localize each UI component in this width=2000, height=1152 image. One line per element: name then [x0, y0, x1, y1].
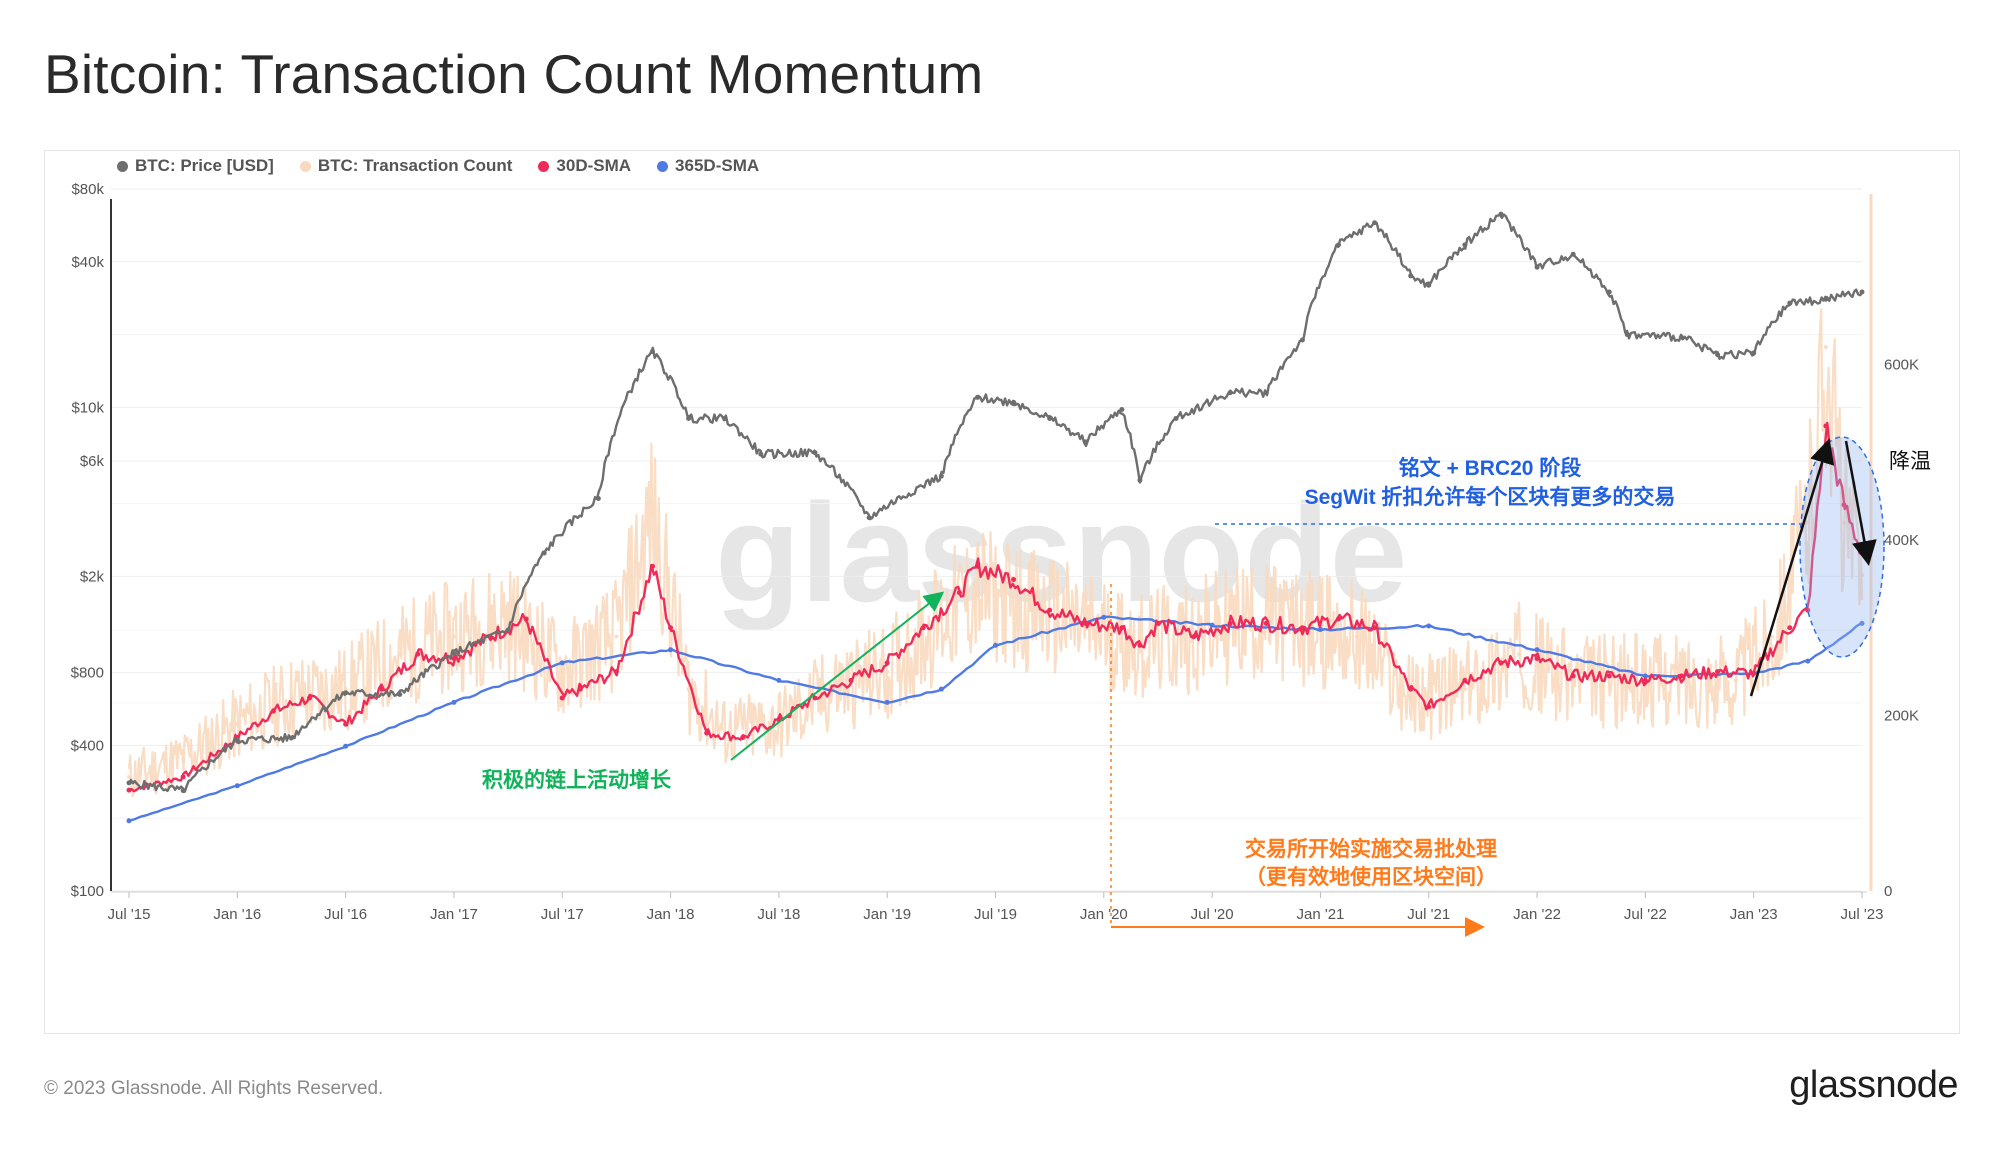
- legend-label-365d-sma: 365D-SMA: [675, 156, 760, 175]
- series-30d-sma-point: [1606, 673, 1612, 679]
- x-tick-label: Jan '18: [647, 906, 695, 923]
- legend-label-30d-sma: 30D-SMA: [556, 156, 632, 175]
- series-price-line: [127, 213, 1863, 793]
- x-tick-label: Jan '20: [1080, 906, 1128, 923]
- x-tick-label: Jul '15: [108, 906, 151, 923]
- batching-label-2: （更有效地使用区块空间）: [1245, 865, 1497, 889]
- x-tick-label: Jul '20: [1191, 906, 1234, 923]
- series-transaction-count: [127, 308, 1864, 798]
- legend-item-365d-sma[interactable]: 365D-SMA: [657, 156, 759, 176]
- chart-plot: glassnode $100 $400 $800 $2k $6k $10k $40k $80k…: [71, 181, 1931, 937]
- legend-item-30d-sma[interactable]: 30D-SMA: [538, 156, 631, 176]
- inscriptions-label-1: 铭文 + BRC20 阶段: [1399, 456, 1582, 480]
- legend-label-price: BTC: Price [USD]: [135, 156, 274, 175]
- y-tick-left: $800: [71, 665, 104, 682]
- batching-label-1: 交易所开始实施交易批处理: [1245, 837, 1497, 861]
- x-tick-label: Jan '16: [213, 906, 261, 923]
- series-30d-sma-line: [128, 421, 1863, 793]
- y-tick-right: 600K: [1884, 357, 1919, 374]
- series-30d-sma-point: [559, 695, 565, 701]
- legend-dot-365d-sma: [657, 160, 669, 172]
- x-tick-label: Jul '18: [757, 906, 800, 923]
- y-tick-right: 0: [1884, 883, 1892, 900]
- x-tick-label: Jul '16: [324, 906, 367, 923]
- series-tx-count-point: [1823, 344, 1828, 349]
- growth-arrow: [730, 591, 945, 761]
- rise-arrow: [1749, 438, 1835, 697]
- series-price: [126, 211, 1865, 794]
- legend-dot-30d-sma: [538, 160, 550, 172]
- series-30d-sma-point: [1787, 625, 1793, 631]
- cooling-label: 降温: [1889, 450, 1931, 473]
- series-30d-sma-point: [1011, 576, 1017, 582]
- series-365d-sma-line: [128, 615, 1863, 823]
- x-tick-label: Jan '19: [863, 906, 911, 923]
- y-tick-left: $400: [71, 737, 104, 754]
- y-tick-right: 400K: [1884, 532, 1919, 549]
- y-tick-left: $2k: [80, 568, 105, 585]
- y-tick-left: $6k: [80, 453, 105, 470]
- watermark: glassnode: [715, 474, 1407, 631]
- x-tick-label: Jul '17: [541, 906, 584, 923]
- series-tx-count-point: [614, 634, 619, 639]
- y-tick-left: $80k: [71, 181, 104, 198]
- glassnode-logo[interactable]: glassnode: [1789, 1064, 1958, 1106]
- y-tick-left: $10k: [71, 399, 104, 416]
- x-tick-label: Jul '19: [974, 906, 1017, 923]
- x-tick-label: Jan '17: [430, 906, 478, 923]
- series-365d-sma: [126, 614, 1865, 824]
- chart-legend: BTC: Price [USD] BTC: Transaction Count …: [117, 156, 759, 176]
- inscriptions-label-2: SegWit 折扣允许每个区块有更多的交易: [1305, 485, 1676, 509]
- y-tick-right: 200K: [1884, 708, 1919, 725]
- legend-label-tx-count: BTC: Transaction Count: [317, 156, 513, 175]
- chart-card: BTC: Price [USD] BTC: Transaction Count …: [44, 150, 1960, 1034]
- x-tick-label: Jul '21: [1407, 906, 1450, 923]
- y-tick-left: $40k: [71, 254, 104, 271]
- series-30d-sma: [126, 421, 1865, 793]
- legend-dot-price: [117, 160, 128, 172]
- series-price-point: [1119, 406, 1125, 412]
- y-tick-left: $100: [71, 883, 104, 900]
- inscriptions-highlight: [1799, 436, 1885, 658]
- annotations: 铭文 + BRC20 阶段 SegWit 折扣允许每个区块有更多的交易 降温 积…: [482, 436, 1931, 937]
- copyright: © 2023 Glassnode. All Rights Reserved.: [44, 1078, 384, 1099]
- x-tick-label: Jul '23: [1841, 906, 1884, 923]
- legend-item-tx-count[interactable]: BTC: Transaction Count: [299, 156, 513, 176]
- x-tick-label: Jan '23: [1730, 906, 1778, 923]
- axes: $100 $400 $800 $2k $6k $10k $40k $80k 0 200K 400K 6…: [71, 181, 1919, 923]
- page-title: Bitcoin: Transaction Count Momentum: [44, 43, 984, 105]
- x-tick-label: Jan '21: [1296, 906, 1344, 923]
- series-tx-count-line: [127, 308, 1864, 798]
- legend-dot-tx-count: [299, 160, 311, 172]
- legend-item-price[interactable]: BTC: Price [USD]: [117, 156, 274, 176]
- x-tick-label: Jul '22: [1624, 906, 1667, 923]
- growth-label: 积极的链上活动增长: [482, 768, 672, 792]
- x-tick-label: Jan '22: [1513, 906, 1561, 923]
- cooling-arrow: [1844, 440, 1877, 566]
